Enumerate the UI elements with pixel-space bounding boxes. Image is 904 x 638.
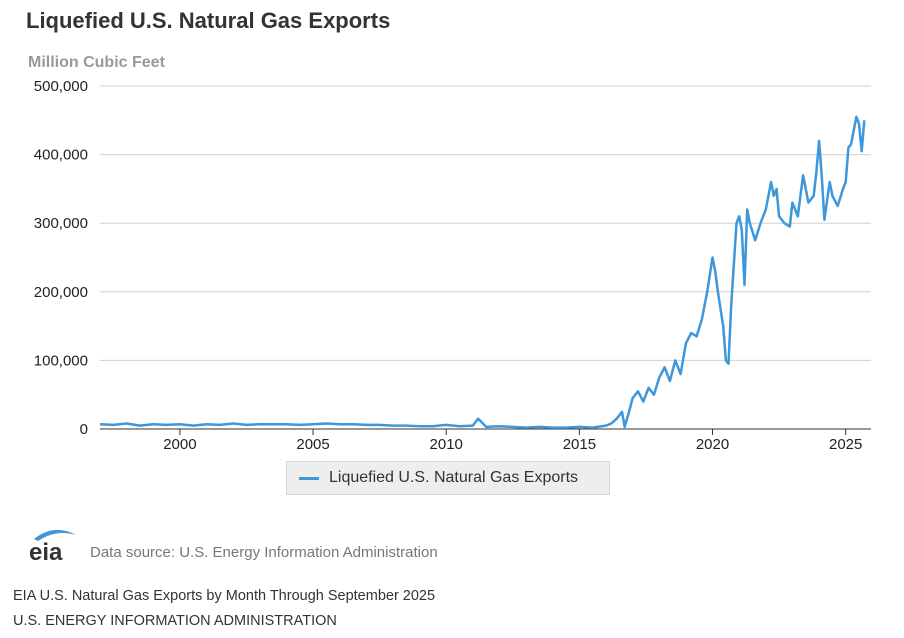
- x-tick-label: 2020: [696, 436, 729, 453]
- x-tick-label: 2010: [430, 436, 463, 453]
- legend-label: Liquefied U.S. Natural Gas Exports: [329, 469, 579, 486]
- figure-credit: U.S. ENERGY INFORMATION ADMINISTRATION: [13, 613, 337, 629]
- x-tick-label: 2025: [829, 436, 862, 453]
- x-tick-label: 2000: [163, 436, 196, 453]
- x-tick-label: 2005: [296, 436, 329, 453]
- line-chart: Million Cubic Feet 0 100,000 200,000 300,00…: [28, 54, 871, 453]
- x-axis-ticks: 2000 2005 2010 2015 2020 2025: [163, 429, 862, 453]
- x-tick-label: 2015: [563, 436, 596, 453]
- y-tick-label: 0: [80, 421, 88, 438]
- y-axis-ticks: 0 100,000 200,000 300,000 400,000 500,000: [34, 78, 88, 438]
- eia-logo-text: eia: [29, 539, 63, 565]
- chart-title: Liquefied U.S. Natural Gas Exports: [26, 8, 391, 33]
- series-layer: [99, 115, 866, 429]
- y-tick-label: 500,000: [34, 78, 88, 95]
- series-line[interactable]: [99, 115, 866, 429]
- y-tick-label: 300,000: [34, 215, 88, 232]
- y-tick-label: 400,000: [34, 147, 88, 164]
- legend-swatch: [299, 476, 319, 480]
- data-source-text: Data source: U.S. Energy Information Adm…: [90, 543, 438, 561]
- y-tick-label: 100,000: [34, 352, 88, 369]
- figure-caption: EIA U.S. Natural Gas Exports by Month Th…: [13, 588, 436, 604]
- y-tick-label: 200,000: [34, 284, 88, 301]
- eia-logo-icon: eia: [29, 529, 76, 565]
- y-axis-title: Million Cubic Feet: [28, 54, 166, 71]
- legend[interactable]: Liquefied U.S. Natural Gas Exports: [286, 461, 610, 495]
- source-row: eia Data source: U.S. Energy Information…: [26, 525, 438, 565]
- gridlines: [100, 85, 871, 361]
